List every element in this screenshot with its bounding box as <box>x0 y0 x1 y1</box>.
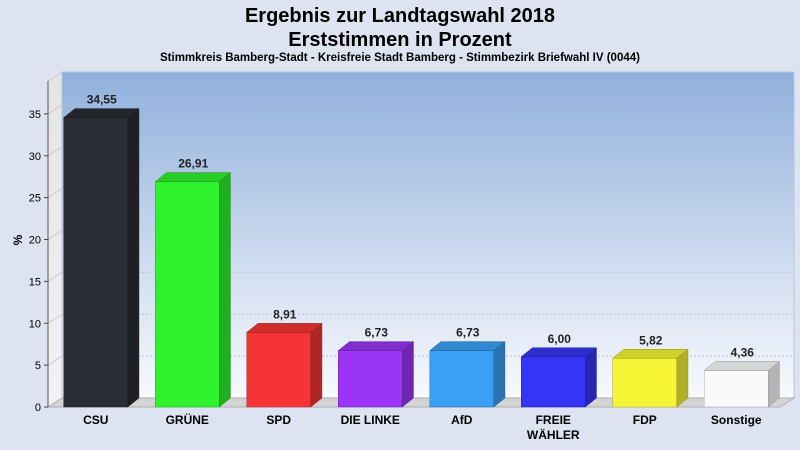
bar-side <box>310 322 323 408</box>
bar-front <box>338 350 403 408</box>
bar-side <box>127 108 140 408</box>
y-axis-label: % <box>11 234 25 245</box>
category-label-line: DIE LINKE <box>341 413 400 427</box>
bar-freie-wähler <box>520 347 598 408</box>
y-tick-label: 30 <box>29 151 41 163</box>
bar-top <box>429 341 506 351</box>
bar-value-label: 34,55 <box>87 93 117 107</box>
category-label-line: FDP <box>633 413 657 427</box>
bar-spd <box>246 322 323 408</box>
bar-grüne <box>154 172 232 408</box>
bar-value-label: 4,36 <box>731 345 755 359</box>
y-tick-label: 5 <box>35 360 41 372</box>
gridline-wall <box>47 313 63 324</box>
bar-side <box>585 347 597 408</box>
gridline-wall <box>47 355 63 366</box>
category-label: SPD <box>266 413 291 427</box>
bar-front <box>612 358 677 408</box>
category-label: CSU <box>83 413 108 427</box>
bar-front <box>246 332 311 408</box>
bar-front <box>521 356 586 408</box>
bar-value-label: 6,00 <box>548 332 572 346</box>
bar-fdp <box>612 348 689 408</box>
bar-value-label: 26,91 <box>178 157 208 171</box>
bar-top <box>612 349 689 359</box>
bar-side <box>676 348 689 408</box>
bar-top <box>246 323 323 333</box>
category-label-line: FREIE <box>536 413 571 427</box>
bar-top <box>520 347 598 357</box>
category-label: FREIE WÄHLER <box>527 413 580 442</box>
bar-side <box>402 341 414 408</box>
bar-front <box>63 117 128 408</box>
gridline-wall <box>47 188 63 199</box>
bar-value-label: 6,73 <box>456 326 480 340</box>
y-tick-label: 15 <box>29 276 41 288</box>
bar-top <box>703 361 781 371</box>
category-label: Sonstige <box>711 413 762 427</box>
y-tick-label: 35 <box>29 109 41 121</box>
gridline-wall <box>47 104 63 115</box>
bar-top <box>154 172 232 182</box>
bar-front <box>704 370 769 408</box>
category-label-line: GRÜNE <box>166 412 209 427</box>
category-label: DIE LINKE <box>341 413 400 427</box>
bar-value-label: 5,82 <box>639 333 663 347</box>
bar-side <box>493 341 506 408</box>
gridline-wall <box>47 271 63 282</box>
bar-front <box>155 181 220 408</box>
title-line-1: Ergebnis zur Landtagswahl 2018 <box>244 5 556 27</box>
category-label: GRÜNE <box>166 412 209 427</box>
y-tick-label: 0 <box>35 402 41 414</box>
title-line-2: Erststimmen in Prozent <box>288 29 512 51</box>
gridline-wall <box>47 146 63 157</box>
bar-value-label: 6,73 <box>365 326 389 340</box>
category-label: AfD <box>451 413 473 427</box>
plot-side-wall <box>47 71 63 408</box>
y-tick-label: 10 <box>29 318 41 330</box>
bar-sonstige <box>703 360 781 408</box>
category-label: FDP <box>633 413 657 427</box>
category-label-line: SPD <box>266 413 291 427</box>
y-tick-label: 20 <box>29 235 41 247</box>
category-label-line: CSU <box>83 413 108 427</box>
bar-top <box>63 108 140 118</box>
bar-front <box>429 350 494 408</box>
gridline-wall <box>47 230 63 240</box>
y-tick-label: 25 <box>29 193 41 205</box>
bar-die-linke <box>337 341 415 408</box>
bar-top <box>337 341 415 351</box>
chart-subtitle: Stimmkreis Bamberg-Stadt - Kreisfreie St… <box>160 52 640 64</box>
category-label-line: WÄHLER <box>527 427 580 442</box>
chart-title: Ergebnis zur Landtagswahl 2018 Erststimm… <box>0 4 800 52</box>
bar-afd <box>429 341 506 408</box>
bar-value-label: 8,91 <box>273 307 297 321</box>
category-label-line: Sonstige <box>711 413 762 427</box>
bar-csu <box>63 108 140 408</box>
bar-side <box>219 172 231 408</box>
category-label-line: AfD <box>451 413 473 427</box>
